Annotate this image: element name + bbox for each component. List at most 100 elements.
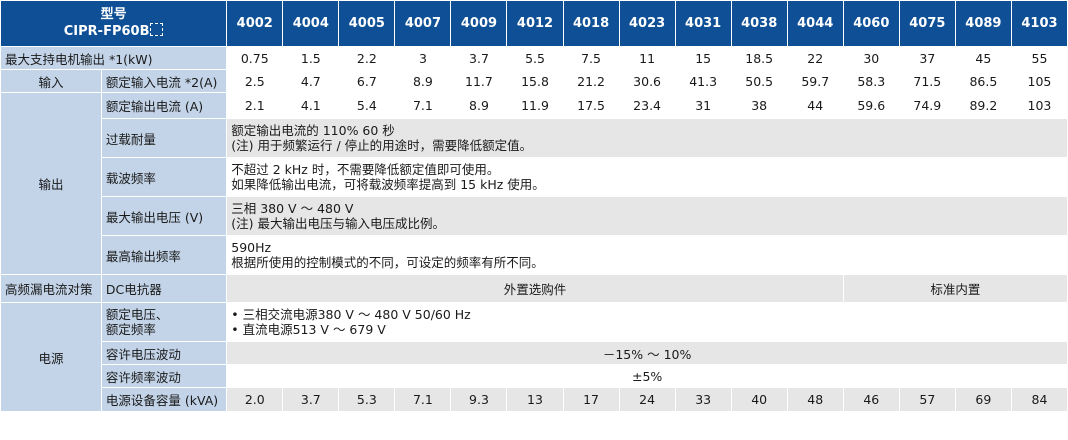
table-cell: 50.5 <box>731 70 787 92</box>
row-label-voltage-fluct: 容许电压波动 <box>101 342 227 364</box>
table-cell: 5.5 <box>507 47 563 69</box>
table-cell: 103 <box>1011 93 1067 118</box>
table-cell: 38 <box>731 93 787 118</box>
table-cell: 3.7 <box>283 388 339 411</box>
table-cell: 59.7 <box>787 70 843 92</box>
row-label-input-current: 额定输入电流 *2(A) <box>101 70 227 92</box>
table-cell: 40 <box>731 388 787 411</box>
row-label-carrier: 载波频率 <box>101 158 227 196</box>
table-cell: 48 <box>787 388 843 411</box>
dc-reactor-standard: 标准内置 <box>843 275 1067 302</box>
header-row: 型号 CIPR-FP60B 4002 4004 4005 4007 4009 4… <box>1 1 1067 46</box>
table-row: 最大输出电压 (V) 三相 380 V ～ 480 V (注) 最大输出电压与输… <box>1 197 1067 235</box>
table-cell: 7.1 <box>395 388 451 411</box>
model-title: 型号 <box>100 7 127 22</box>
table-cell: 4.7 <box>283 70 339 92</box>
table-cell: 69 <box>955 388 1011 411</box>
row-label-freq-fluct: 容许频率波动 <box>101 365 227 387</box>
row-label-rated-voltage: 额定电压、 额定频率 <box>101 303 227 341</box>
table-row: 高频漏电流对策 DC电抗器 外置选购件 标准内置 <box>1 275 1067 302</box>
max-voltage-line: 三相 380 V ～ 480 V <box>231 201 354 216</box>
table-cell: 11.9 <box>507 93 563 118</box>
row-label-output-current: 额定输出电流 (A) <box>101 93 227 118</box>
table-cell: 5.3 <box>339 388 395 411</box>
table-cell: 15 <box>675 47 731 69</box>
table-cell: 1.5 <box>283 47 339 69</box>
table-cell: 41.3 <box>675 70 731 92</box>
table-cell: 86.5 <box>955 70 1011 92</box>
table-cell: 9.3 <box>451 388 507 411</box>
table-cell: 24 <box>619 388 675 411</box>
model-col-header: 4012 <box>507 1 563 46</box>
model-col-header: 4044 <box>787 1 843 46</box>
table-cell: 2.2 <box>339 47 395 69</box>
row-label-capacity: 电源设备容量 (kVA) <box>101 388 227 411</box>
category-input: 输入 <box>1 70 101 92</box>
table-cell: 2.5 <box>227 70 283 92</box>
table-cell: 31 <box>675 93 731 118</box>
table-cell: 3 <box>395 47 451 69</box>
table-cell: 11.7 <box>451 70 507 92</box>
spec-table: 型号 CIPR-FP60B 4002 4004 4005 4007 4009 4… <box>0 0 1068 412</box>
table-cell: 2.1 <box>227 93 283 118</box>
table-cell: 46 <box>843 388 899 411</box>
max-freq-description: 590Hz 根据所使用的控制模式的不同，可设定的频率有所不同。 <box>227 236 1067 274</box>
freq-fluct-value: ±5% <box>227 365 1067 387</box>
row-label-max-motor: 最大支持电机输出 *1(kW) <box>1 47 227 69</box>
voltage-fluct-value: －15% ～ 10% <box>227 342 1067 364</box>
table-cell: 105 <box>1011 70 1067 92</box>
table-cell: 18.5 <box>731 47 787 69</box>
model-col-header: 4038 <box>731 1 787 46</box>
carrier-description: 不超过 2 kHz 时，不需要降低额定值即可使用。 如果降低输出电流，可将载波频… <box>227 158 1067 196</box>
table-cell: 59.6 <box>843 93 899 118</box>
table-cell: 21.2 <box>563 70 619 92</box>
table-row: 输出 额定输出电流 (A) 2.1 4.1 5.4 7.1 8.9 11.9 1… <box>1 93 1067 274</box>
table-cell: 55 <box>1011 47 1067 69</box>
table-row: 载波频率 不超过 2 kHz 时，不需要降低额定值即可使用。 如果降低输出电流，… <box>1 158 1067 196</box>
table-cell: 74.9 <box>899 93 955 118</box>
category-power: 电源 <box>1 303 101 411</box>
max-voltage-note: (注) 最大输出电压与输入电压成比例。 <box>231 216 445 231</box>
table-cell: 2.0 <box>227 388 283 411</box>
carrier-note: 如果降低输出电流，可将载波频率提高到 15 kHz 使用。 <box>231 177 545 192</box>
table-row: 容许频率波动 ±5% <box>1 365 1067 387</box>
model-col-header: 4031 <box>675 1 731 46</box>
row-label-dc-reactor: DC电抗器 <box>101 275 227 302</box>
table-cell: 84 <box>1011 388 1067 411</box>
table-cell: 4.1 <box>283 93 339 118</box>
rated-voltage-label-1: 额定电压、 <box>105 307 169 322</box>
category-harmonic: 高频漏电流对策 <box>1 275 101 302</box>
table-cell: 15.8 <box>507 70 563 92</box>
table-cell: 8.9 <box>395 70 451 92</box>
model-col-header: 4009 <box>451 1 507 46</box>
max-voltage-description: 三相 380 V ～ 480 V (注) 最大输出电压与输入电压成比例。 <box>227 197 1067 235</box>
placeholder-box-icon <box>150 23 164 36</box>
overload-note: (注) 用于频繁运行 / 停止的用途时，需要降低额定值。 <box>231 138 533 153</box>
overload-line: 额定输出电流的 110% 60 秒 <box>231 123 395 138</box>
dc-reactor-option: 外置选购件 <box>227 275 843 302</box>
table-cell: 71.5 <box>899 70 955 92</box>
table-cell: 33 <box>675 388 731 411</box>
table-cell: 3.7 <box>451 47 507 69</box>
table-cell: 58.3 <box>843 70 899 92</box>
rated-voltage-description: • 三相交流电源380 V ～ 480 V 50/60 Hz • 直流电源513… <box>227 303 1067 341</box>
rated-voltage-ac: • 三相交流电源380 V ～ 480 V 50/60 Hz <box>231 307 471 322</box>
carrier-line: 不超过 2 kHz 时，不需要降低额定值即可使用。 <box>231 162 500 177</box>
table-cell: 13 <box>507 388 563 411</box>
table-cell: 5.4 <box>339 93 395 118</box>
model-header: 型号 CIPR-FP60B <box>1 1 227 46</box>
model-series: CIPR-FP60B <box>63 24 150 39</box>
table-row: 输入 额定输入电流 *2(A) 2.5 4.7 6.7 8.9 11.7 15.… <box>1 70 1067 92</box>
table-cell: 17 <box>563 388 619 411</box>
table-cell: 45 <box>955 47 1011 69</box>
max-freq-line: 590Hz <box>231 240 272 255</box>
row-label-max-freq: 最高输出频率 <box>101 236 227 274</box>
table-row: 容许电压波动 －15% ～ 10% <box>1 342 1067 364</box>
table-cell: 44 <box>787 93 843 118</box>
table-cell: 89.2 <box>955 93 1011 118</box>
table-cell: 17.5 <box>563 93 619 118</box>
table-row: 过载耐量 额定输出电流的 110% 60 秒 (注) 用于频繁运行 / 停止的用… <box>1 119 1067 157</box>
table-cell: 30.6 <box>619 70 675 92</box>
table-cell: 57 <box>899 388 955 411</box>
model-col-header: 4103 <box>1011 1 1067 46</box>
